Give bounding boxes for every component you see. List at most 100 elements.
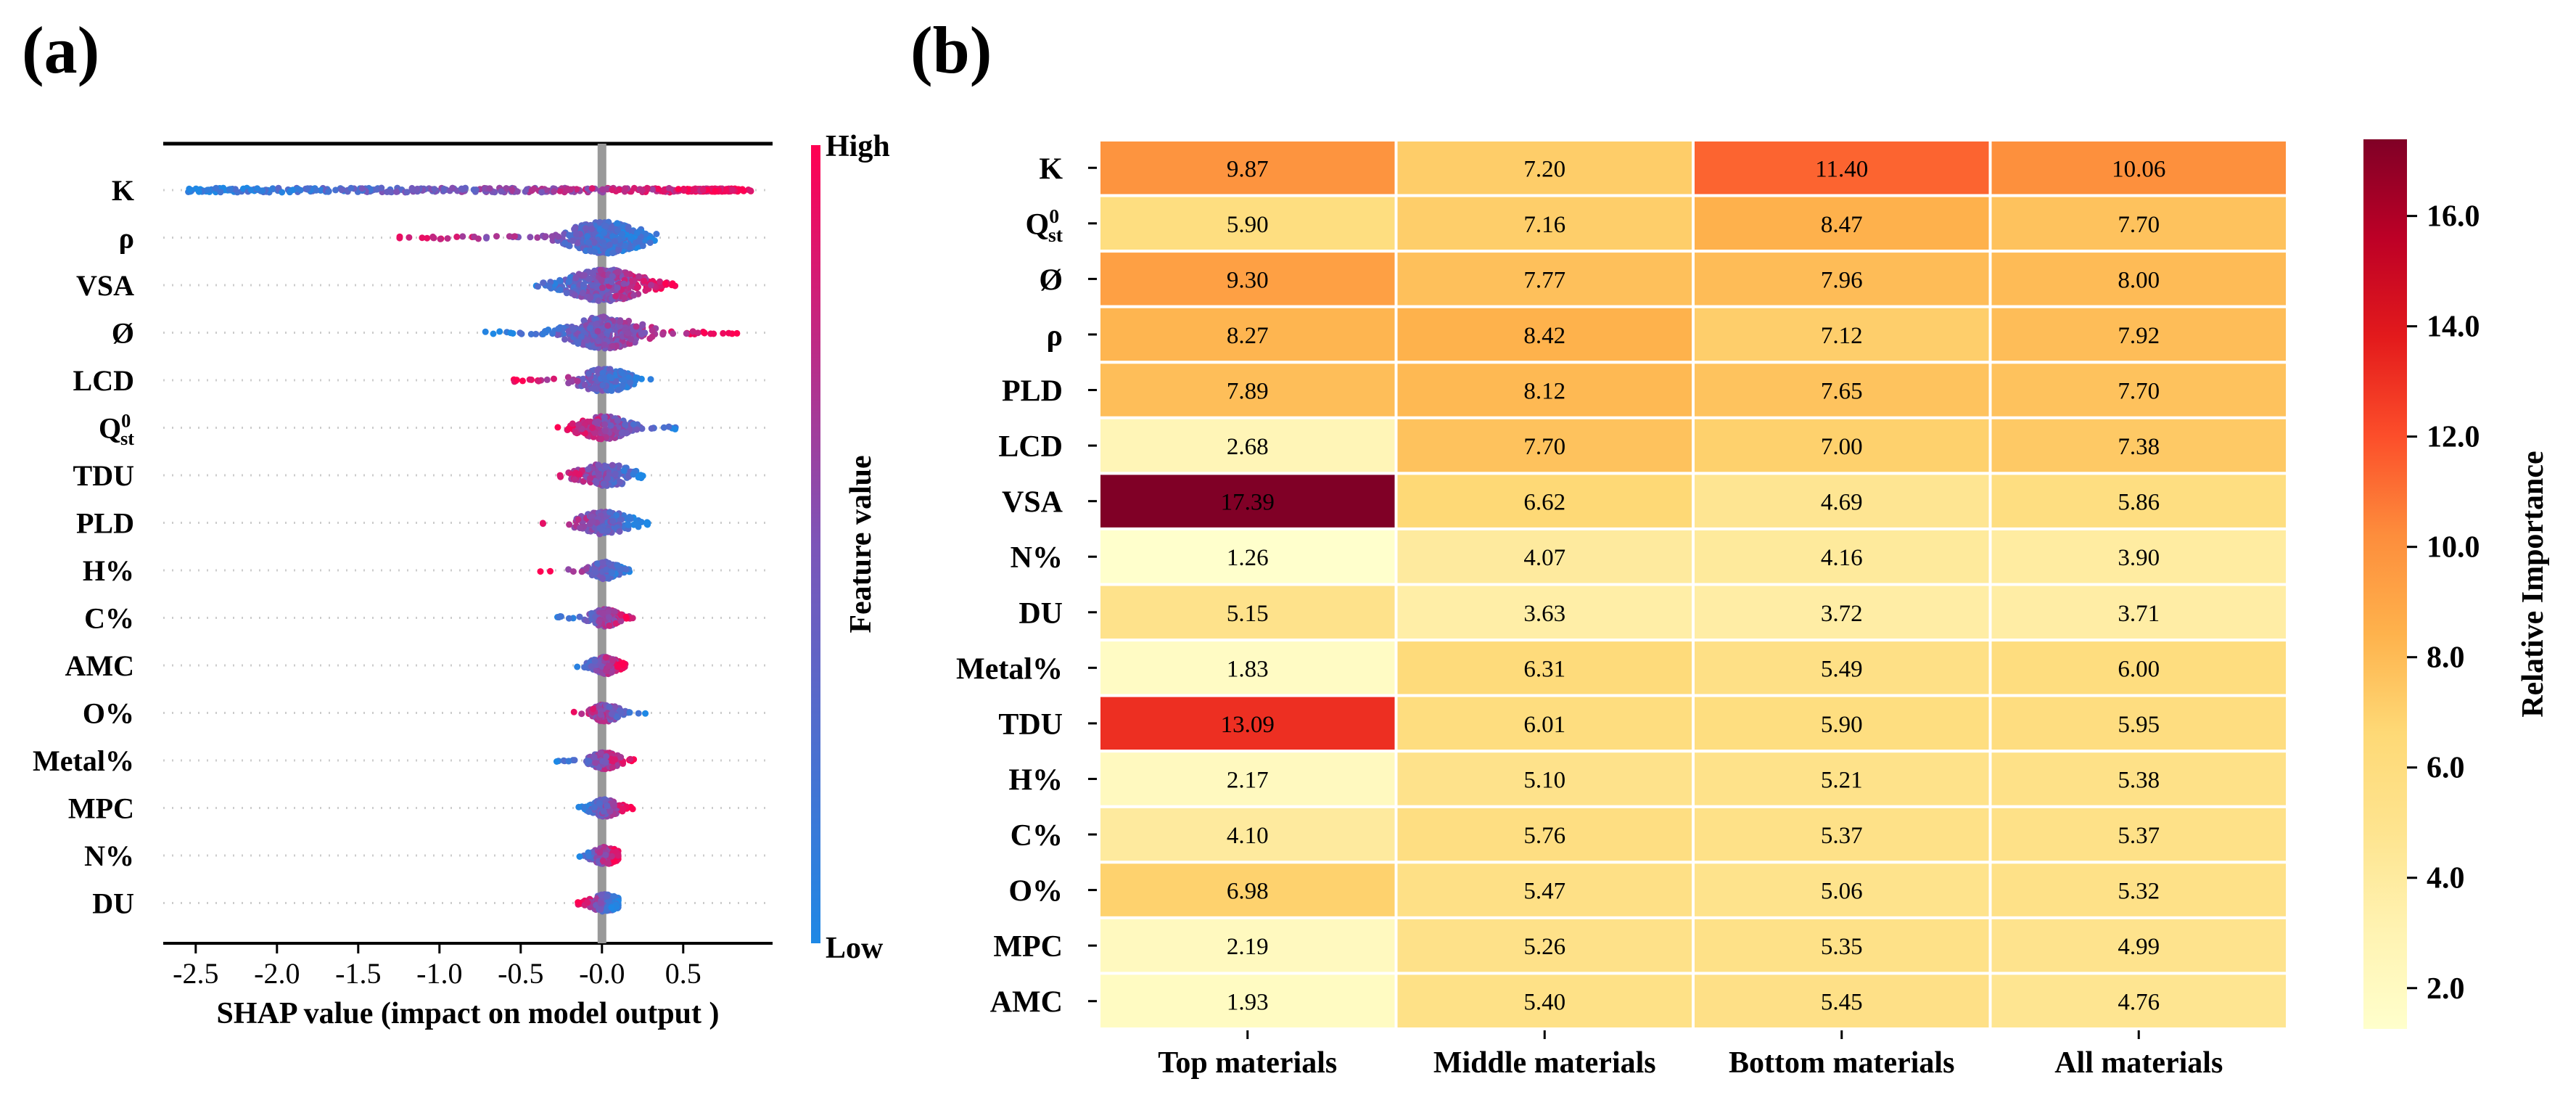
shap-point (593, 480, 600, 486)
shap-point (583, 225, 589, 231)
heatmap-row-label: ρ (1047, 319, 1063, 353)
shap-point (604, 860, 612, 867)
heatmap-cell-value: 4.76 (2118, 990, 2160, 1016)
heatmap-cell-value: 2.19 (1227, 934, 1269, 960)
shap-row-5 (554, 413, 679, 443)
feature-label: K (112, 174, 134, 207)
heatmap-cell-value: 6.00 (2118, 656, 2160, 682)
shap-point (621, 295, 628, 301)
shap-point (588, 225, 596, 232)
heatmap-cell-value: 7.00 (1821, 434, 1863, 460)
shap-point (665, 423, 672, 430)
shap-point (623, 270, 630, 277)
shap-point (585, 853, 593, 860)
shap-point (347, 184, 355, 192)
shap-point (710, 330, 717, 337)
shap-point (580, 281, 587, 288)
heatmap-cell (1988, 416, 2289, 475)
shap-point (555, 325, 562, 332)
heatmap-cell (1988, 916, 2289, 975)
heatmap-cell-value: 9.87 (1227, 156, 1269, 182)
shap-point (648, 425, 655, 432)
shap-point (638, 331, 646, 337)
shap-point (587, 294, 594, 301)
shap-point (259, 187, 266, 194)
shap-point (643, 519, 651, 526)
heatmap-cell-value: 2.17 (1227, 768, 1269, 794)
feature-label: MPC (68, 792, 134, 825)
shap-x-axis-title: SHAP value (impact on model output ) (216, 997, 719, 1030)
shap-point (507, 329, 514, 337)
heatmap-cell-value: 10.06 (2112, 156, 2165, 182)
shap-point (572, 274, 580, 282)
shap-point (647, 376, 654, 383)
heatmap-cell (1988, 361, 2289, 419)
shap-point (591, 430, 598, 437)
shap-point (602, 851, 609, 858)
shap-point (585, 758, 592, 765)
heatmap-cell (1988, 805, 2289, 864)
shap-point (609, 657, 616, 664)
heatmap-cell-value: 5.86 (2118, 490, 2160, 516)
shap-point (608, 384, 615, 391)
feature-label: Metal% (33, 744, 134, 777)
shap-point (593, 321, 600, 328)
shap-row-8 (537, 558, 633, 583)
feature-label: VSA (76, 269, 134, 302)
heatmap-cell (1098, 805, 1398, 864)
shap-point (532, 330, 540, 337)
shap-point (599, 610, 606, 617)
shap-point (213, 185, 220, 192)
heatmap-cell (1692, 361, 1992, 419)
shap-point (498, 188, 505, 195)
heatmap-cell-value: 7.16 (1523, 212, 1565, 238)
heatmap-cell (1098, 861, 1398, 919)
panel-b-label: (b) (910, 13, 992, 87)
shap-point (608, 904, 615, 911)
shap-row-14 (576, 844, 622, 867)
heatmap-cell (1692, 750, 1992, 808)
shap-point (231, 186, 239, 193)
shap-point (612, 470, 619, 477)
heatmap-cell-value: 5.26 (1523, 934, 1565, 960)
shap-point (603, 907, 610, 914)
shap-point (633, 229, 641, 237)
heatmap-column-label: All materials (2054, 1046, 2223, 1080)
shap-point (589, 282, 596, 289)
heatmap-column-label: Middle materials (1433, 1046, 1656, 1080)
shap-point (617, 754, 625, 760)
feature-label: AMC (65, 649, 134, 682)
shap-point (551, 375, 557, 382)
heatmap-cell (1098, 305, 1398, 364)
shap-point (535, 283, 541, 290)
shap-point (619, 231, 626, 237)
shap-point (603, 753, 610, 760)
heatmap-cell (1692, 972, 1992, 1031)
shap-point (409, 186, 416, 193)
shap-point (594, 367, 601, 374)
shap-point (573, 186, 580, 193)
shap-point (646, 239, 654, 246)
shap-point (556, 277, 564, 284)
shap-x-tick-label: -2.0 (254, 957, 300, 990)
colorbar-tick-label: 8.0 (2427, 641, 2465, 675)
feature-colorbar (811, 145, 820, 943)
shap-point (592, 759, 599, 766)
shap-point (642, 710, 649, 717)
shap-row-15 (575, 891, 622, 915)
heatmap-cell-value: 7.96 (1821, 267, 1863, 293)
shap-point (583, 617, 590, 625)
shap-point (569, 326, 577, 333)
feature-label: Q0 st (99, 409, 134, 449)
feature-label: LCD (73, 364, 134, 397)
heatmap-cell (1988, 305, 2289, 364)
shap-point (612, 756, 619, 763)
shap-point (587, 475, 593, 482)
colorbar-tick-label: 10.0 (2427, 531, 2480, 565)
heatmap-cell-value: 7.77 (1523, 267, 1565, 293)
shap-point (635, 273, 643, 280)
shap-point (595, 297, 602, 304)
heatmap-cell (1988, 694, 2289, 753)
shap-point (537, 568, 544, 575)
shap-point (596, 525, 604, 532)
